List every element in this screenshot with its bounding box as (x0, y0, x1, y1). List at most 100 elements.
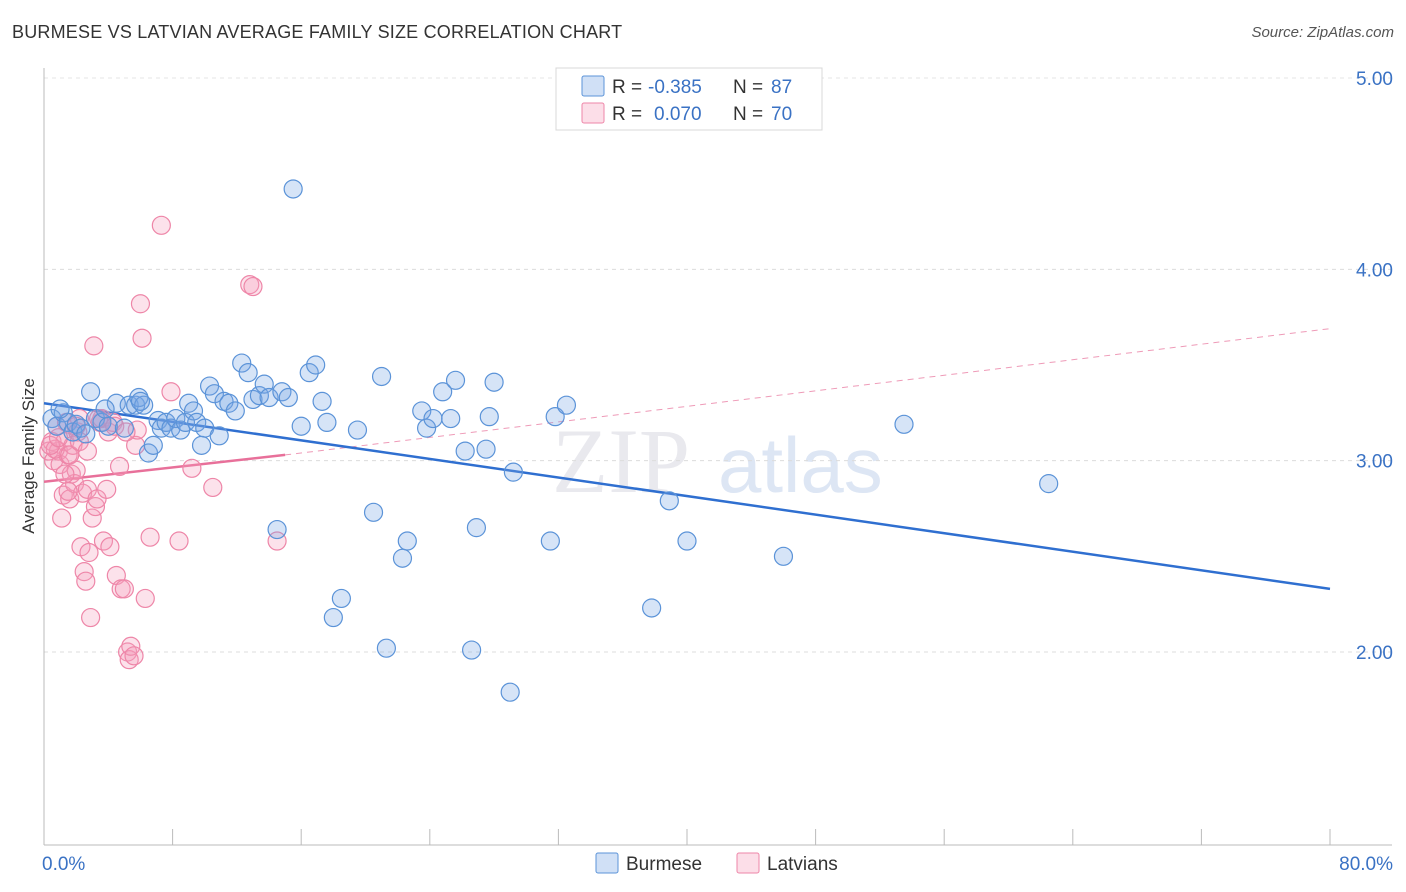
burmese-point-60 (397, 531, 417, 551)
burmese-point-26 (175, 412, 196, 432)
burmese-point-80 (677, 531, 697, 551)
x-tick-label-max: 80.0% (1339, 854, 1393, 875)
burmese-point-73 (500, 682, 520, 702)
burmese-point-77 (556, 395, 577, 415)
latvian-point-26 (84, 336, 104, 356)
latvian-point-49 (140, 527, 160, 547)
latvian-point-43 (124, 646, 144, 666)
latvian-point-25 (82, 508, 102, 528)
burmese-point-71 (479, 407, 499, 427)
burmese-point-13 (114, 418, 134, 438)
legend-n-value-burmese: 87 (771, 77, 792, 98)
burmese-point-85 (95, 399, 115, 419)
latvian-point-59 (58, 481, 78, 501)
burmese-point-34 (209, 426, 229, 446)
latvian-point-61 (40, 435, 61, 455)
latvian-point-51 (161, 382, 181, 402)
y-tick-label-3.00: 3.00 (1356, 452, 1393, 473)
burmese-point-33 (204, 384, 224, 404)
burmese-point-39 (238, 363, 258, 383)
latvian-point-48 (135, 588, 155, 609)
burmese-point-7 (76, 424, 96, 444)
burmese-point-23 (161, 418, 181, 438)
burmese-point-62 (416, 418, 437, 438)
burmese-point-56 (363, 502, 384, 522)
y-tick-label-5.00: 5.00 (1356, 69, 1393, 90)
burmese-point-44 (267, 519, 287, 540)
burmese-point-84 (50, 399, 70, 419)
latvian-point-32 (97, 479, 117, 499)
bottom-legend-latvian: Latvians (767, 854, 838, 875)
legend-box: R = -0.385 N = 87 R = 0.070 N = 70 (555, 67, 823, 131)
burmese-point-47 (283, 179, 303, 199)
burmese-point-28 (183, 401, 204, 421)
latvian-point-39 (114, 579, 134, 599)
latvian-point-53 (182, 458, 202, 478)
burmese-point-46 (278, 387, 298, 408)
burmese-point-52 (317, 412, 337, 432)
latvian-point-52 (169, 531, 189, 551)
y-tick-label-2.00: 2.00 (1356, 643, 1393, 664)
latvian-point-23 (79, 542, 99, 563)
latvian-point-63 (55, 464, 75, 484)
y-tick-labels: 2.00 3.00 4.00 5.00 (1356, 69, 1393, 664)
bottom-legend: Burmese Latvians (595, 852, 838, 875)
latvian-point-55 (240, 275, 260, 295)
burmese-point-75 (540, 531, 560, 551)
burmese-point-14 (119, 395, 139, 415)
burmese-point-49 (299, 363, 319, 383)
legend-r-label-burmese: R = (612, 77, 642, 98)
burmese-point-30 (191, 435, 212, 455)
burmese-point-38 (232, 353, 252, 373)
latvian-point-37 (109, 456, 130, 477)
burmese-point-64 (433, 382, 453, 402)
latvian-point-20 (74, 562, 94, 582)
burmese-point-24 (166, 408, 186, 429)
burmese-point-37 (225, 401, 245, 421)
burmese-point-59 (392, 548, 413, 568)
y-axis-title: Average Family Size (19, 378, 38, 534)
x-tick-labels: 0.0% 80.0% (42, 854, 1393, 875)
latvian-points (39, 215, 287, 670)
y-tick-label-4.00: 4.00 (1356, 260, 1393, 281)
legend-swatch-burmese (581, 75, 605, 97)
burmese-point-58 (376, 638, 396, 658)
burmese-point-53 (323, 607, 343, 628)
burmese-point-69 (466, 518, 487, 538)
burmese-point-11 (98, 416, 118, 436)
burmese-point-54 (331, 588, 351, 609)
burmese-point-78 (642, 598, 662, 618)
watermark-atlas: atlas (718, 421, 883, 509)
trend-lines (43, 328, 1331, 591)
burmese-point-86 (130, 391, 151, 411)
latvian-point-66 (105, 416, 125, 436)
burmese-point-19 (143, 435, 163, 455)
latvian-point-57 (267, 531, 287, 551)
legend-r-value-burmese: -0.385 (648, 77, 702, 98)
burmese-point-76 (545, 407, 565, 427)
latvian-trend-line (43, 453, 286, 483)
bottom-legend-swatch-burmese (595, 852, 619, 874)
legend-r-label-latvian: R = (612, 104, 642, 125)
axes (43, 68, 1392, 846)
legend-swatch-latvian (581, 102, 605, 124)
burmese-point-55 (347, 420, 368, 440)
burmese-point-70 (476, 439, 496, 459)
latvian-point-21 (76, 571, 96, 591)
burmese-point-36 (219, 393, 239, 413)
legend-n-value-latvian: 70 (771, 104, 792, 125)
burmese-trend-line (43, 402, 1331, 591)
bottom-legend-burmese: Burmese (626, 854, 702, 875)
burmese-point-65 (441, 408, 461, 429)
latvian-point-54 (203, 477, 223, 498)
latvian-point-46 (130, 294, 151, 314)
legend-n-label-latvian: N = (733, 104, 763, 125)
x-tick-label-min: 0.0% (42, 854, 85, 875)
burmese-point-82 (894, 414, 914, 434)
burmese-point-51 (312, 391, 332, 411)
burmese-point-83 (1039, 474, 1059, 494)
burmese-point-48 (291, 416, 311, 436)
latvian-point-27 (85, 496, 106, 517)
latvian-point-56 (243, 276, 263, 297)
